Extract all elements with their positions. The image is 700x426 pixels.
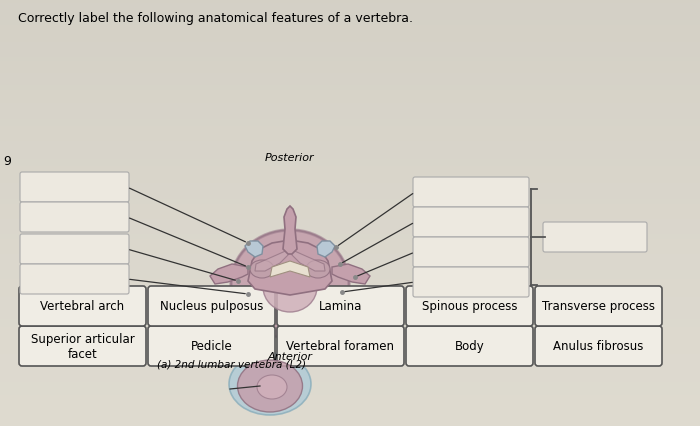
Ellipse shape [237, 360, 302, 412]
FancyBboxPatch shape [413, 237, 529, 268]
FancyBboxPatch shape [277, 326, 404, 366]
Text: (a) 2nd lumbar vertebra (L2): (a) 2nd lumbar vertebra (L2) [157, 359, 306, 369]
FancyBboxPatch shape [406, 326, 533, 366]
Polygon shape [248, 240, 332, 295]
Text: Pedicle: Pedicle [190, 340, 232, 353]
Ellipse shape [257, 375, 287, 399]
Text: Body: Body [454, 340, 484, 353]
Text: Correctly label the following anatomical features of a vertebra.: Correctly label the following anatomical… [18, 12, 413, 25]
Text: Lamina: Lamina [318, 300, 362, 313]
FancyBboxPatch shape [406, 286, 533, 326]
FancyBboxPatch shape [277, 286, 404, 326]
Text: Superior articular
facet: Superior articular facet [31, 332, 134, 360]
Text: Anterior: Anterior [267, 351, 312, 361]
Polygon shape [270, 262, 310, 277]
Text: Vertebral foramen: Vertebral foramen [286, 340, 395, 353]
Polygon shape [332, 265, 370, 284]
FancyBboxPatch shape [543, 222, 647, 253]
Text: 9: 9 [3, 155, 11, 168]
Polygon shape [283, 207, 297, 254]
Polygon shape [245, 242, 263, 257]
FancyBboxPatch shape [20, 265, 129, 294]
Polygon shape [317, 242, 335, 257]
Ellipse shape [250, 260, 274, 278]
FancyBboxPatch shape [19, 326, 146, 366]
Ellipse shape [306, 260, 330, 278]
Polygon shape [210, 265, 248, 284]
FancyBboxPatch shape [20, 202, 129, 233]
FancyBboxPatch shape [148, 286, 275, 326]
Text: Nucleus pulposus: Nucleus pulposus [160, 300, 263, 313]
FancyBboxPatch shape [535, 286, 662, 326]
Polygon shape [255, 249, 290, 271]
Text: Anulus fibrosus: Anulus fibrosus [553, 340, 644, 353]
Polygon shape [290, 249, 325, 271]
Ellipse shape [263, 262, 317, 312]
Text: Vertebral arch: Vertebral arch [41, 300, 125, 313]
Text: Spinous process: Spinous process [421, 300, 517, 313]
Text: Transverse process: Transverse process [542, 300, 655, 313]
Ellipse shape [231, 230, 349, 338]
Text: Posterior: Posterior [265, 153, 315, 163]
FancyBboxPatch shape [19, 286, 146, 326]
FancyBboxPatch shape [148, 326, 275, 366]
Ellipse shape [229, 353, 311, 415]
FancyBboxPatch shape [413, 178, 529, 207]
FancyBboxPatch shape [413, 207, 529, 237]
FancyBboxPatch shape [20, 234, 129, 265]
FancyBboxPatch shape [20, 173, 129, 202]
FancyBboxPatch shape [535, 326, 662, 366]
FancyBboxPatch shape [413, 268, 529, 297]
